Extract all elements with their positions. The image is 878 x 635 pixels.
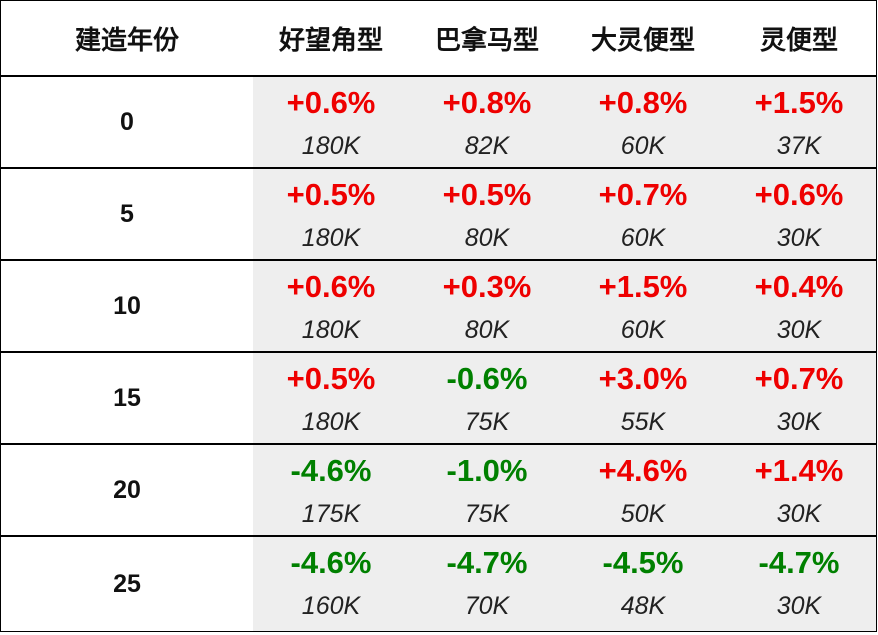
change-percent: +0.5% <box>286 361 376 396</box>
ship-value: 80K <box>464 224 510 252</box>
table-cell: +0.5% 180K <box>253 169 409 259</box>
row-age: 20 <box>1 445 253 535</box>
ship-value: 60K <box>620 132 666 160</box>
ship-value: 30K <box>776 408 822 436</box>
change-percent: +0.6% <box>286 269 376 304</box>
ship-value: 180K <box>301 316 361 344</box>
table-cell: +0.5% 80K <box>409 169 565 259</box>
table-cell: -4.6% 175K <box>253 445 409 535</box>
table-cell: +0.4% 30K <box>721 261 877 351</box>
table-row: 0 +0.6% 180K +0.8% 82K +0.8% 60K +1.5% 37K <box>1 77 876 169</box>
table-cell: -0.6% 75K <box>409 353 565 443</box>
change-percent: -4.6% <box>290 545 372 580</box>
table-row: 5 +0.5% 180K +0.5% 80K +0.7% 60K +0.6% 30K <box>1 169 876 261</box>
row-age: 10 <box>1 261 253 351</box>
table-cell: +0.3% 80K <box>409 261 565 351</box>
table-row: 15 +0.5% 180K -0.6% 75K +3.0% 55K +0.7% 30K <box>1 353 876 445</box>
table-row: 25 -4.6% 160K -4.7% 70K -4.5% 48K -4.7% 30K <box>1 537 876 631</box>
table-cell: +3.0% 55K <box>565 353 721 443</box>
change-percent: -4.7% <box>758 545 840 580</box>
ship-value: 30K <box>776 316 822 344</box>
ship-value: 48K <box>620 592 666 620</box>
table-cell: +0.6% 30K <box>721 169 877 259</box>
change-percent: +0.4% <box>754 269 844 304</box>
change-percent: +1.5% <box>598 269 688 304</box>
table-cell: +0.8% 82K <box>409 77 565 167</box>
table-cell: +0.6% 180K <box>253 261 409 351</box>
table-cell: +4.6% 50K <box>565 445 721 535</box>
row-data-area: +0.6% 180K +0.3% 80K +1.5% 60K +0.4% 30K <box>253 261 876 351</box>
change-percent: +0.3% <box>442 269 532 304</box>
change-percent: -4.7% <box>446 545 528 580</box>
table-cell: -4.7% 30K <box>721 537 877 631</box>
change-percent: +0.7% <box>598 177 688 212</box>
row-data-area: +0.5% 180K -0.6% 75K +3.0% 55K +0.7% 30K <box>253 353 876 443</box>
row-age: 25 <box>1 537 253 631</box>
table-cell: +0.7% 30K <box>721 353 877 443</box>
change-percent: +0.5% <box>286 177 376 212</box>
change-percent: +0.6% <box>286 85 376 120</box>
change-percent: +0.8% <box>598 85 688 120</box>
ship-value: 30K <box>776 224 822 252</box>
table-header: 建造年份 好望角型 巴拿马型 大灵便型 灵便型 <box>1 1 876 77</box>
change-percent: +0.8% <box>442 85 532 120</box>
ship-value: 175K <box>301 500 361 528</box>
change-percent: +0.7% <box>754 361 844 396</box>
row-age: 15 <box>1 353 253 443</box>
row-data-area: +0.6% 180K +0.8% 82K +0.8% 60K +1.5% 37K <box>253 77 876 167</box>
change-percent: +3.0% <box>598 361 688 396</box>
row-age: 0 <box>1 77 253 167</box>
ship-value: 60K <box>620 224 666 252</box>
header-panamax: 巴拿马型 <box>434 25 539 56</box>
table-cell: +0.8% 60K <box>565 77 721 167</box>
table-cell: +1.4% 30K <box>721 445 877 535</box>
table-cell: +0.6% 180K <box>253 77 409 167</box>
table-cell: +0.7% 60K <box>565 169 721 259</box>
change-percent: +1.4% <box>754 453 844 488</box>
ship-value: 160K <box>301 592 361 620</box>
ship-value: 75K <box>464 500 510 528</box>
change-percent: -4.6% <box>290 453 372 488</box>
row-data-area: +0.5% 180K +0.5% 80K +0.7% 60K +0.6% 30K <box>253 169 876 259</box>
change-percent: -4.5% <box>602 545 684 580</box>
table-cell: -4.6% 160K <box>253 537 409 631</box>
change-percent: -0.6% <box>446 361 528 396</box>
ship-value: 75K <box>464 408 510 436</box>
change-percent: +1.5% <box>754 85 844 120</box>
header-handysize: 灵便型 <box>759 25 838 56</box>
ship-value: 30K <box>776 500 822 528</box>
ship-value: 70K <box>464 592 510 620</box>
row-data-area: -4.6% 175K -1.0% 75K +4.6% 50K +1.4% 30K <box>253 445 876 535</box>
header-capesize: 好望角型 <box>278 25 383 56</box>
row-data-area: -4.6% 160K -4.7% 70K -4.5% 48K -4.7% 30K <box>253 537 876 631</box>
table-cell: +0.5% 180K <box>253 353 409 443</box>
ship-value: 80K <box>464 316 510 344</box>
change-percent: -1.0% <box>446 453 528 488</box>
ship-value: 82K <box>464 132 510 160</box>
ship-value: 180K <box>301 224 361 252</box>
row-age: 5 <box>1 169 253 259</box>
header-supramax: 大灵便型 <box>590 25 695 56</box>
table-cell: -4.7% 70K <box>409 537 565 631</box>
table-cell: -1.0% 75K <box>409 445 565 535</box>
change-percent: +0.5% <box>442 177 532 212</box>
ship-value: 180K <box>301 408 361 436</box>
ship-value: 60K <box>620 316 666 344</box>
table-row: 10 +0.6% 180K +0.3% 80K +1.5% 60K +0.4% 30K <box>1 261 876 353</box>
table-cell: +1.5% 37K <box>721 77 877 167</box>
ship-value: 30K <box>776 592 822 620</box>
header-age-label: 建造年份 <box>74 25 179 56</box>
ship-value: 55K <box>620 408 666 436</box>
ship-value: 180K <box>301 132 361 160</box>
table-row: 20 -4.6% 175K -1.0% 75K +4.6% 50K +1.4% 30K <box>1 445 876 537</box>
table-cell: +1.5% 60K <box>565 261 721 351</box>
change-percent: +0.6% <box>754 177 844 212</box>
ship-value: 50K <box>620 500 666 528</box>
table-cell: -4.5% 48K <box>565 537 721 631</box>
ship-value: 37K <box>776 132 822 160</box>
change-percent: +4.6% <box>598 453 688 488</box>
